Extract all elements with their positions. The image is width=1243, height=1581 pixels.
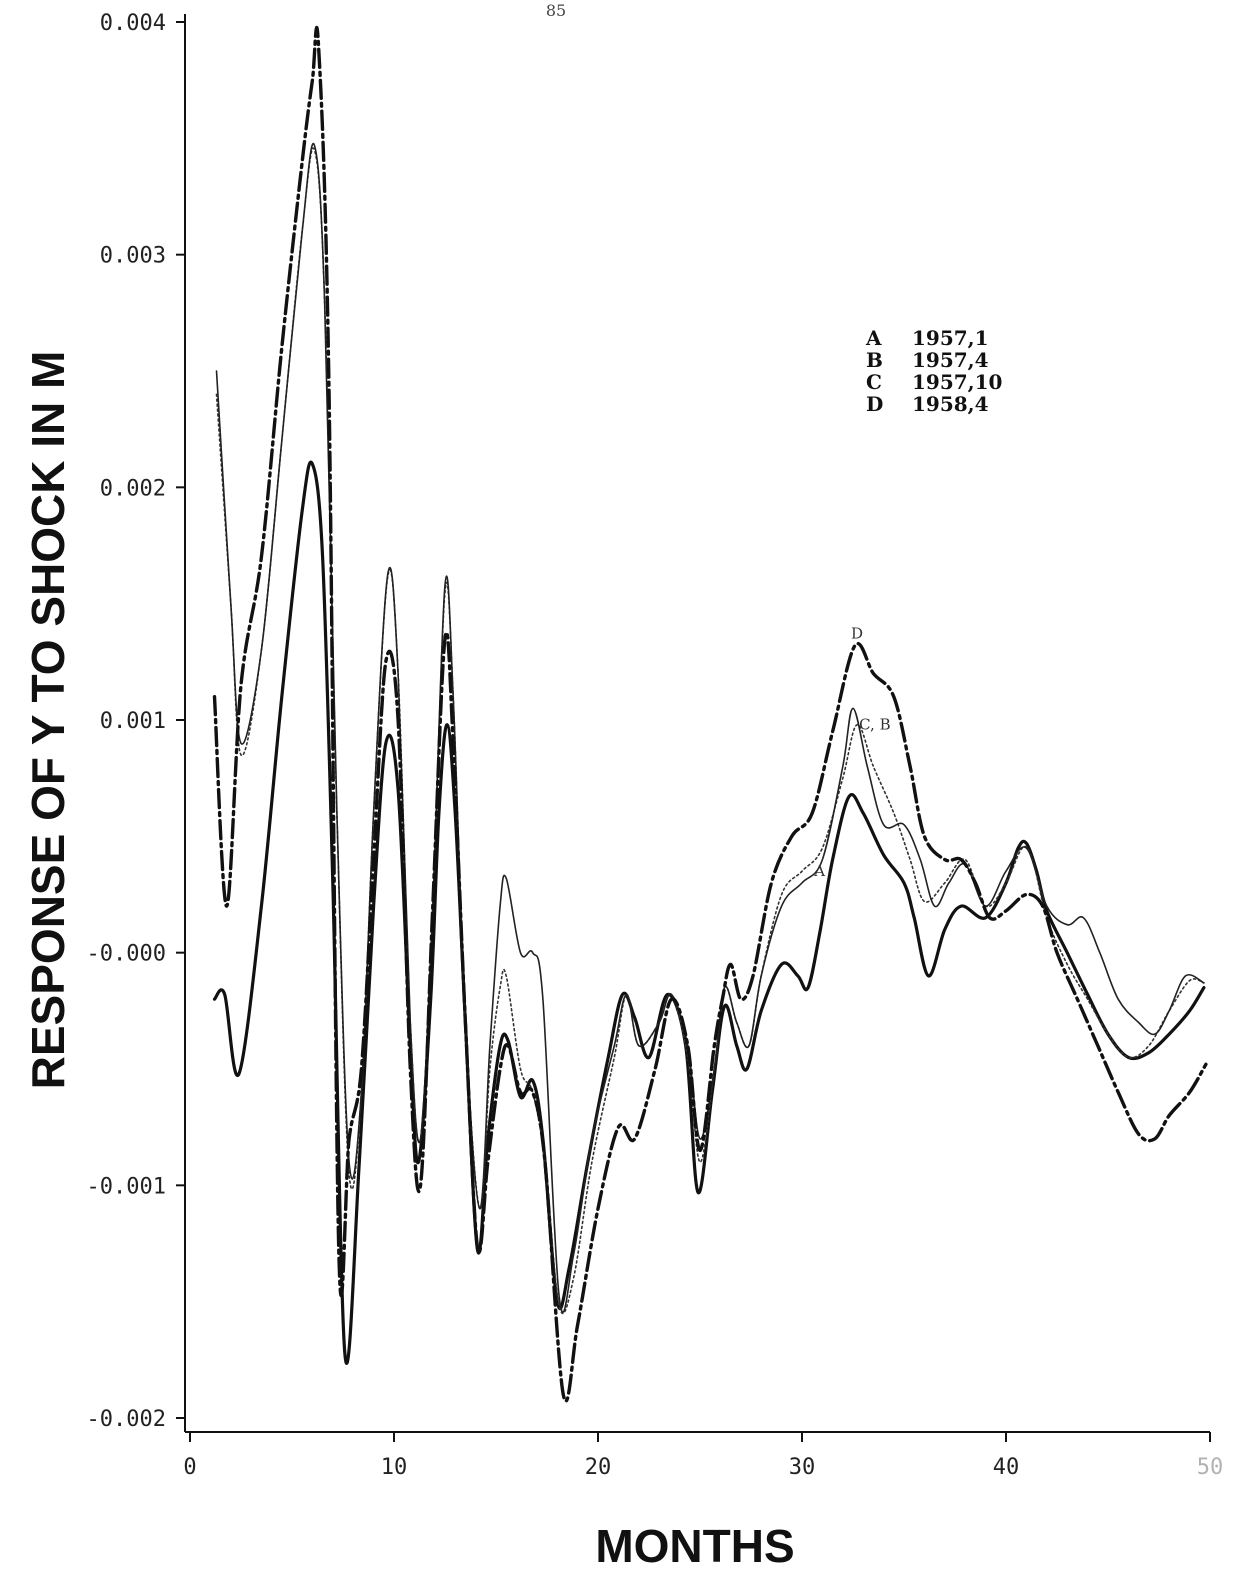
- series-line-B: [215, 147, 1205, 1315]
- line-annotations: D C, B A: [813, 625, 890, 880]
- x-axis-title: MONTHS: [595, 1520, 794, 1572]
- x-tick-label-1: 10: [381, 1455, 408, 1480]
- y-axis-title: RESPONSE OF Y TO SHOCK IN M: [22, 351, 74, 1090]
- y-tick-label-6: -0.002: [87, 1407, 166, 1432]
- line-annotation-1: C, B: [859, 715, 891, 733]
- legend-key-A: A: [865, 326, 882, 350]
- legend-key-B: B: [866, 348, 883, 372]
- x-tick-label-2: 20: [585, 1455, 612, 1480]
- legend-key-C: C: [866, 370, 882, 394]
- legend-label-A: 1957,1: [912, 326, 989, 350]
- line-annotation-0: D: [851, 625, 863, 643]
- legend-label-D: 1958,4: [912, 392, 989, 416]
- legend: A 1957,1 B 1957,4 C 1957,10 D 1958,4: [865, 326, 1002, 416]
- series-line-C: [215, 142, 1205, 1313]
- y-tick-label-0: 0.004: [100, 11, 166, 36]
- y-tick-label-4: -0.000: [87, 942, 166, 967]
- x-tick-label-0: 0: [183, 1455, 196, 1480]
- x-tick-label-4: 40: [993, 1455, 1020, 1480]
- series-line-D: [212, 25, 1208, 1403]
- y-tick-label-2: 0.002: [100, 476, 166, 501]
- x-tick-label-5: 50: [1197, 1455, 1224, 1480]
- series-line-A: [212, 460, 1206, 1365]
- legend-label-B: 1957,4: [912, 348, 989, 372]
- y-tick-label-5: -0.001: [87, 1174, 166, 1199]
- page-number: 85: [546, 1, 566, 20]
- legend-key-D: D: [866, 392, 883, 416]
- y-tick-label-1: 0.003: [100, 244, 166, 269]
- axes: 0.004 0.003 0.002 0.001 -0.000 -0.001 -0.002 0 1…: [87, 11, 1224, 1480]
- y-tick-label-3: 0.001: [100, 709, 166, 734]
- line-annotation-2: A: [813, 862, 825, 880]
- series-lines: [212, 25, 1208, 1403]
- x-tick-label-3: 30: [789, 1455, 816, 1480]
- legend-label-C: 1957,10: [912, 370, 1002, 394]
